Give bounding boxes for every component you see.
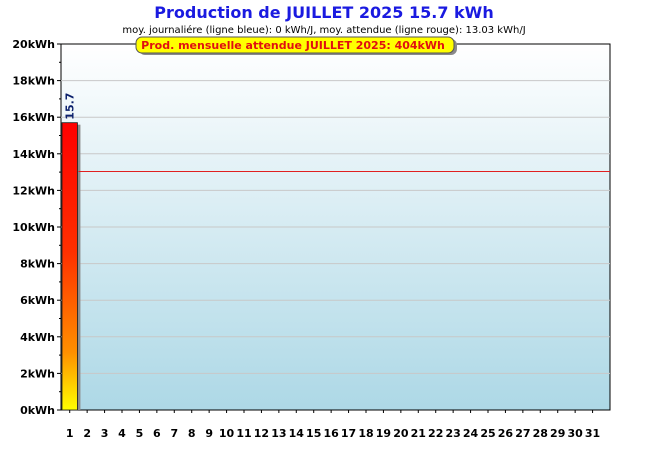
x-tick-label: 29 bbox=[550, 427, 565, 440]
x-tick-label: 5 bbox=[136, 427, 144, 440]
banner: Prod. mensuelle attendue JUILLET 2025: 4… bbox=[135, 36, 457, 55]
x-tick-label: 7 bbox=[170, 427, 178, 440]
x-tick-label: 10 bbox=[219, 427, 235, 440]
bars: 15.7 bbox=[61, 93, 81, 411]
x-tick-label: 19 bbox=[376, 427, 391, 440]
x-tick-label: 30 bbox=[567, 427, 583, 440]
banner-text: Prod. mensuelle attendue JUILLET 2025: 4… bbox=[141, 39, 445, 52]
y-tick-label: 14kWh bbox=[12, 148, 55, 161]
x-tick-label: 27 bbox=[515, 427, 530, 440]
x-tick-label: 20 bbox=[393, 427, 409, 440]
bar-value-label: 15.7 bbox=[64, 93, 77, 120]
x-tick-label: 31 bbox=[585, 427, 600, 440]
y-tick-label: 8kWh bbox=[20, 258, 55, 271]
x-tick-label: 4 bbox=[118, 427, 126, 440]
x-tick-label: 24 bbox=[463, 427, 479, 440]
x-tick-label: 13 bbox=[271, 427, 286, 440]
y-tick-label: 6kWh bbox=[20, 294, 55, 307]
x-tick-label: 14 bbox=[289, 427, 305, 440]
y-tick-label: 20kWh bbox=[12, 38, 55, 51]
x-tick-label: 18 bbox=[358, 427, 373, 440]
x-tick-label: 1 bbox=[66, 427, 74, 440]
x-tick-label: 25 bbox=[480, 427, 495, 440]
x-tick-label: 26 bbox=[498, 427, 514, 440]
x-tick-label: 8 bbox=[188, 427, 196, 440]
bar bbox=[61, 122, 78, 411]
x-tick-label: 12 bbox=[254, 427, 269, 440]
chart-subtitle: moy. journaliére (ligne bleue): 0 kWh/J,… bbox=[122, 24, 525, 36]
x-axis-ticks: 1 2 3 4 5 6 7 8 9 10 11 12 13 14 15 16 17 18 19 20 21 22 23 24 2… bbox=[66, 410, 600, 440]
y-tick-label: 4kWh bbox=[20, 331, 55, 344]
gridlines bbox=[61, 80, 610, 374]
x-tick-label: 22 bbox=[428, 427, 443, 440]
banner-box bbox=[135, 36, 455, 54]
x-tick-label: 6 bbox=[153, 427, 161, 440]
x-tick-label: 17 bbox=[341, 427, 356, 440]
x-tick-label: 9 bbox=[205, 427, 213, 440]
y-tick-label: 12kWh bbox=[12, 184, 55, 197]
y-tick-label: 0kWh bbox=[20, 404, 55, 417]
x-tick-label: 23 bbox=[445, 427, 460, 440]
chart-title: Production de JUILLET 2025 15.7 kWh bbox=[154, 3, 493, 22]
y-axis-ticks: 0kWh 2kWh 4kWh 6kWh 8kWh 10kWh 12kWh 14kWh 16kWh… bbox=[12, 38, 61, 417]
y-tick-label: 18kWh bbox=[12, 75, 55, 88]
x-tick-label: 28 bbox=[533, 427, 548, 440]
y-tick-label: 16kWh bbox=[12, 111, 55, 124]
x-tick-label: 21 bbox=[411, 427, 426, 440]
x-tick-label: 3 bbox=[101, 427, 109, 440]
x-tick-label: 11 bbox=[236, 427, 251, 440]
y-tick-label: 2kWh bbox=[20, 367, 55, 380]
y-tick-label: 10kWh bbox=[12, 221, 55, 234]
x-tick-label: 2 bbox=[83, 427, 91, 440]
x-tick-label: 15 bbox=[306, 427, 321, 440]
x-tick-label: 16 bbox=[323, 427, 339, 440]
